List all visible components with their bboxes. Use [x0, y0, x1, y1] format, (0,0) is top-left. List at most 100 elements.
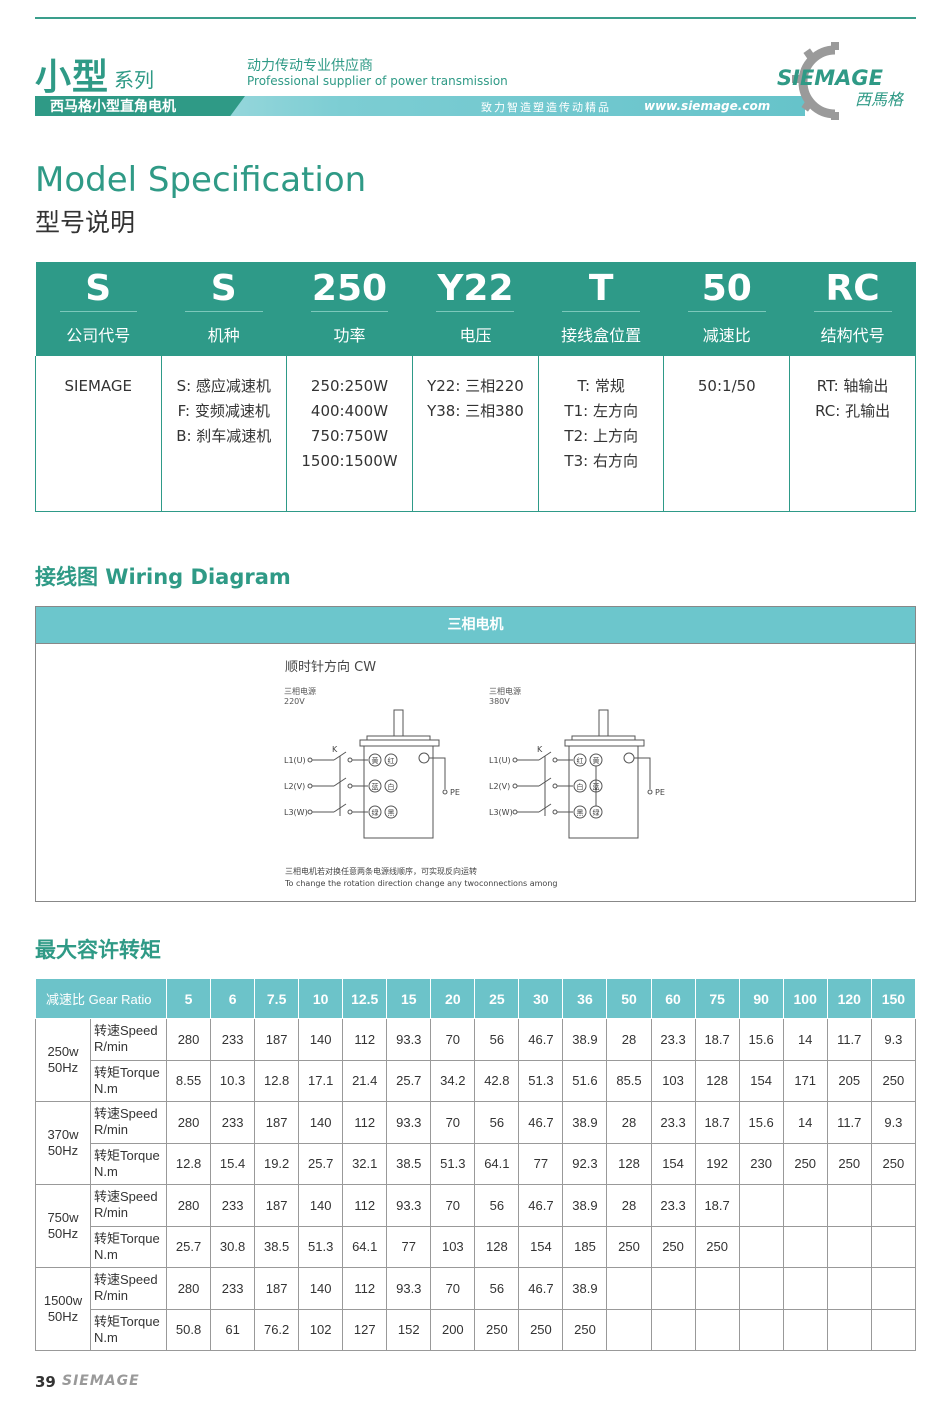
model-value: Y38: 三相380	[427, 402, 524, 420]
model-value: S: 感应减速机	[176, 377, 271, 395]
direction-label: 顺时针方向 CW	[285, 659, 376, 675]
value-cell: 18.7	[694, 1101, 740, 1144]
value-cell: 112	[342, 1101, 388, 1144]
value-cell: 25.7	[298, 1142, 344, 1185]
motor-flange	[366, 735, 431, 741]
value-cell: 70	[430, 1184, 476, 1227]
terminal-label: 绿	[593, 808, 600, 817]
value-cell: 15.6	[738, 1018, 784, 1061]
model-value: Y22: 三相220	[427, 377, 524, 395]
value-cell: 280	[166, 1184, 212, 1227]
value-cell: 70	[430, 1101, 476, 1144]
footer-logo: SIEMAGE	[62, 1373, 140, 1389]
value-cell: 192	[694, 1142, 740, 1185]
value-cell	[826, 1184, 872, 1227]
model-col-header: S 机种	[161, 262, 287, 356]
power: 250w	[47, 1044, 79, 1059]
value-cell: 18.7	[694, 1018, 740, 1061]
value-cell	[782, 1225, 828, 1268]
ratio-header: 10	[298, 978, 344, 1019]
value-cell: 76.2	[254, 1308, 300, 1351]
frequency: 50Hz	[47, 1309, 79, 1324]
row-label-unit: N.m	[94, 1163, 118, 1179]
power: 370w	[47, 1127, 79, 1142]
model-spec-title: Model Specification	[35, 160, 367, 200]
torque-title: 最大容许转矩	[35, 938, 161, 962]
model-value: 400:400W	[310, 402, 389, 420]
input-node	[307, 783, 313, 789]
value-cell: 103	[650, 1059, 696, 1102]
value-cell	[738, 1184, 784, 1227]
value-cell	[826, 1308, 872, 1351]
website-link[interactable]: www.siemage.com	[644, 99, 771, 113]
value-cell: 56	[474, 1184, 520, 1227]
motor-body	[568, 745, 639, 839]
row-label: 转速Speed R/min	[89, 1184, 168, 1227]
page-number: 39	[35, 1373, 56, 1391]
value-cell: 233	[210, 1267, 256, 1310]
voltage-label: 380V	[489, 697, 510, 706]
value-cell	[738, 1308, 784, 1351]
value-cell: 14	[782, 1018, 828, 1061]
input-node	[512, 809, 518, 815]
value-cell: 14	[782, 1101, 828, 1144]
note-en: To change the rotation direction change …	[284, 879, 557, 888]
svg-text:西馬格: 西馬格	[855, 90, 905, 109]
value-cell: 77	[386, 1225, 432, 1268]
terminal-label: 黄	[593, 756, 600, 765]
motor-flange-base	[359, 739, 440, 747]
model-code: Y22	[436, 268, 515, 312]
row-label-unit: R/min	[94, 1122, 128, 1138]
value-cell: 38.5	[254, 1225, 300, 1268]
switch-label: K	[537, 745, 543, 754]
value-cell: 46.7	[518, 1267, 564, 1310]
table-row: 750w 50Hz 转速Speed R/min 280 233 187 140 112 93.3 7…	[35, 1184, 917, 1268]
terminal-label: 白	[577, 782, 584, 791]
frequency: 50Hz	[47, 1226, 79, 1241]
value-cell: 28	[606, 1101, 652, 1144]
value-cell: 34.2	[430, 1059, 476, 1102]
value-cell	[870, 1267, 917, 1310]
motor-shaft	[393, 709, 404, 737]
terminal-icon	[384, 753, 398, 767]
value-cell: 9.3	[870, 1101, 917, 1144]
wiring-title: 接线图 Wiring Diagram	[35, 565, 291, 589]
row-label-unit: R/min	[94, 1205, 128, 1221]
model-value: B: 刹车减速机	[176, 427, 272, 445]
line-label: L1(U)	[284, 756, 306, 765]
power: 1500w	[43, 1293, 83, 1308]
value-cell: 38.9	[562, 1018, 608, 1061]
row-label-unit: N.m	[94, 1246, 118, 1262]
value-cell: 51.3	[430, 1142, 476, 1185]
value-cell: 17.1	[298, 1059, 344, 1102]
terminal-icon	[384, 805, 398, 819]
switch-blade	[333, 751, 347, 761]
value-cell: 46.7	[518, 1184, 564, 1227]
model-code-label: 接线盒位置	[561, 326, 642, 345]
value-cell: 127	[342, 1308, 388, 1351]
motor-shaft	[598, 709, 609, 737]
row-label: 转矩Torque N.m	[89, 1142, 168, 1185]
table-row: 370w 50Hz 转速Speed R/min 280 233 187 140 112 93.3 7…	[35, 1101, 917, 1185]
model-code-label: 功率	[333, 326, 366, 345]
value-cell: 280	[166, 1018, 212, 1061]
terminal-icon	[384, 779, 398, 793]
row-label-unit: R/min	[94, 1039, 128, 1055]
value-cell: 112	[342, 1267, 388, 1310]
model-value: T3: 右方向	[564, 452, 638, 470]
value-cell: 46.7	[518, 1018, 564, 1061]
value-cell: 56	[474, 1101, 520, 1144]
value-cell: 77	[518, 1142, 564, 1185]
model-value: 250:250W	[310, 377, 389, 395]
value-cell: 15.6	[738, 1101, 784, 1144]
value-cell: 205	[826, 1059, 872, 1102]
value-cell: 56	[474, 1267, 520, 1310]
value-cell: 51.6	[562, 1059, 608, 1102]
model-value: 750:750W	[310, 427, 389, 445]
terminal-icon	[368, 805, 382, 819]
input-node	[512, 757, 518, 763]
supply-label: 三相电源	[284, 686, 316, 696]
model-col-values: SIEMAGE	[35, 356, 162, 512]
input-node	[512, 783, 518, 789]
terminal-label: 黄	[372, 756, 379, 765]
